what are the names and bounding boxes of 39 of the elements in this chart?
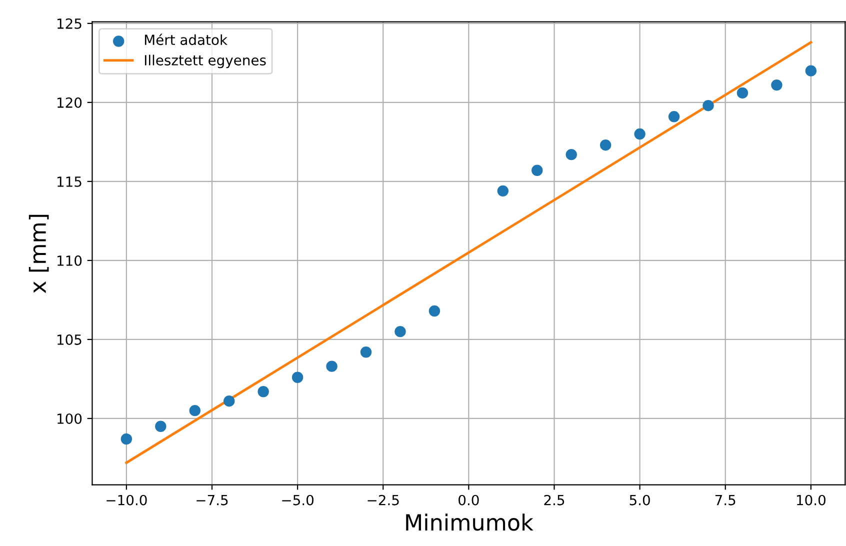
x-tick-label: 7.5 bbox=[715, 495, 736, 506]
point bbox=[532, 164, 543, 176]
point bbox=[702, 100, 714, 112]
x-tick-label: 0.0 bbox=[458, 494, 479, 506]
point bbox=[634, 128, 646, 140]
point bbox=[497, 185, 509, 197]
point bbox=[292, 372, 304, 383]
legend-label: Mért adatok bbox=[144, 34, 228, 46]
legend-label: Illesztett egyenes bbox=[144, 54, 266, 68]
x-tick-label: 2.5 bbox=[544, 494, 564, 506]
point bbox=[771, 79, 782, 91]
x-tick-label: −7.5 bbox=[196, 495, 228, 506]
point bbox=[736, 87, 748, 99]
y-tick-label: 105 bbox=[58, 334, 82, 345]
point bbox=[224, 395, 235, 407]
point bbox=[600, 139, 612, 151]
y-tick-label: 100 bbox=[58, 413, 82, 424]
x-tick-label: 10.0 bbox=[796, 494, 826, 506]
point bbox=[155, 420, 166, 432]
point bbox=[258, 386, 269, 398]
point bbox=[120, 433, 132, 445]
point bbox=[394, 326, 406, 338]
point bbox=[326, 360, 338, 372]
point bbox=[360, 346, 372, 358]
x-tick-label: −5.0 bbox=[282, 494, 314, 506]
x-tick-label: −2.5 bbox=[368, 494, 399, 506]
point bbox=[428, 305, 440, 317]
y-tick-label: 125 bbox=[58, 18, 82, 29]
x-axis-title: Minimumok bbox=[406, 514, 534, 531]
point bbox=[805, 65, 817, 76]
point bbox=[668, 111, 680, 122]
y-tick-label: 115 bbox=[58, 176, 82, 187]
y-tick-label: 120 bbox=[58, 97, 82, 108]
point bbox=[189, 404, 200, 416]
point bbox=[566, 148, 577, 160]
y-tick-label: 110 bbox=[58, 255, 82, 266]
y-axis-title: x [mm] bbox=[28, 214, 49, 294]
x-tick-label: −10.0 bbox=[106, 494, 147, 506]
x-tick-label: 5.0 bbox=[630, 494, 650, 506]
